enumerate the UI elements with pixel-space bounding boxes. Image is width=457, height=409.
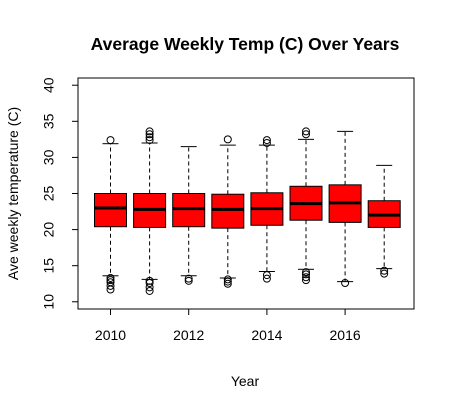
outlier-point <box>145 276 154 285</box>
outlier-point <box>262 136 271 145</box>
outlier-point <box>302 276 310 285</box>
x-tick-label: 2014 <box>251 327 282 343</box>
y-axis-label: Ave weekly temperature (C) <box>5 107 21 280</box>
outlier-point <box>223 279 232 288</box>
outlier-point <box>262 271 271 280</box>
y-tick-label: 40 <box>41 77 57 93</box>
outlier-point <box>302 270 310 279</box>
outlier-point <box>223 135 232 144</box>
x-axis-label: Year <box>231 373 260 389</box>
outlier-point <box>145 286 154 295</box>
outlier-point <box>106 281 115 290</box>
box-2010 <box>94 193 127 228</box>
outlier-point <box>302 268 310 277</box>
outlier-point <box>106 278 115 287</box>
outlier-point <box>106 273 115 282</box>
x-tick-label: 2016 <box>330 327 361 343</box>
outlier-point <box>145 136 154 145</box>
outlier-point <box>145 127 154 136</box>
outlier-point <box>341 279 350 288</box>
box-2013 <box>211 193 245 229</box>
outlier-point <box>145 133 154 142</box>
plot-frame <box>77 77 415 310</box>
outlier-point <box>145 283 154 292</box>
outlier-point <box>106 276 115 285</box>
outlier-point <box>380 269 389 278</box>
y-tick-label: 10 <box>41 294 57 310</box>
outlier-point <box>302 127 310 136</box>
y-tick-label: 20 <box>41 222 57 238</box>
outlier-point <box>380 266 389 275</box>
outlier-point <box>145 279 154 288</box>
y-tick-label: 25 <box>41 186 57 202</box>
outlier-point <box>106 136 115 145</box>
outlier-point <box>145 130 154 139</box>
x-tick-label: 2010 <box>95 327 126 343</box>
outlier-point <box>184 274 193 283</box>
y-tick-label: 30 <box>41 149 57 165</box>
plot-layer: 10 15 20 25 30 35 40 2010 2012 2014 2016 <box>41 77 415 343</box>
chart-title: Average Weekly Temp (C) Over Years <box>91 34 400 54</box>
outlier-point <box>262 138 271 147</box>
outlier-point <box>302 273 310 282</box>
outlier-point <box>302 130 310 139</box>
outlier-point <box>262 274 271 283</box>
outlier-point <box>223 275 232 284</box>
x-tick-label: 2012 <box>173 327 204 343</box>
y-tick-label: 15 <box>41 258 57 274</box>
y-tick-label: 35 <box>41 113 57 129</box>
outlier-point <box>184 276 193 285</box>
outlier-point <box>223 277 232 286</box>
